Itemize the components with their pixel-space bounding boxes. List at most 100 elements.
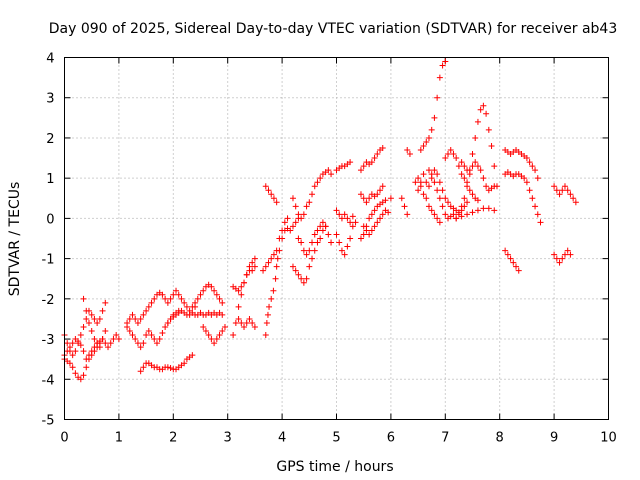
data-point — [167, 295, 174, 302]
data-point — [322, 223, 329, 230]
data-point — [491, 207, 498, 214]
data-point — [480, 102, 487, 109]
data-point — [85, 319, 92, 326]
data-point — [211, 340, 218, 347]
data-point — [208, 336, 215, 343]
data-point — [464, 167, 471, 174]
data-point — [64, 340, 71, 347]
data-point — [453, 215, 460, 222]
data-point — [241, 279, 248, 286]
data-point — [469, 163, 476, 170]
data-point — [385, 209, 392, 216]
data-point — [415, 187, 422, 194]
data-point — [439, 203, 446, 210]
data-point — [295, 271, 302, 278]
data-point — [183, 303, 190, 310]
data-point — [151, 336, 158, 343]
data-point — [107, 340, 114, 347]
data-point — [347, 159, 354, 166]
data-point — [469, 209, 476, 216]
data-point — [219, 328, 226, 335]
data-point — [379, 211, 386, 218]
data-point — [249, 319, 256, 326]
data-point — [264, 311, 271, 318]
data-point — [140, 340, 147, 347]
data-point — [319, 219, 326, 226]
data-point — [281, 219, 288, 226]
series-trace-ac — [415, 167, 462, 216]
data-point — [200, 323, 207, 330]
data-point — [436, 74, 443, 81]
data-point — [266, 303, 273, 310]
data-point — [216, 332, 223, 339]
data-point — [175, 291, 182, 298]
series-trace-aj — [502, 147, 541, 182]
data-point — [461, 163, 468, 170]
data-point — [235, 303, 242, 310]
x-tick-label: 0 — [60, 431, 68, 446]
series-trace-c — [61, 332, 122, 363]
data-point — [216, 295, 223, 302]
data-point — [251, 255, 258, 262]
data-point — [129, 311, 136, 318]
data-point — [137, 368, 144, 375]
data-point — [436, 195, 443, 202]
x-tick-label: 1 — [115, 431, 123, 446]
data-point — [72, 370, 79, 377]
data-point — [300, 211, 307, 218]
data-point — [80, 295, 87, 302]
data-point — [559, 187, 566, 194]
data-point — [189, 352, 196, 359]
x-tick-labels: 0 1 2 3 4 5 6 7 8 9 10 — [60, 431, 616, 446]
data-point — [235, 287, 242, 294]
data-point — [458, 171, 465, 178]
data-point — [69, 364, 76, 371]
data-point — [553, 255, 560, 262]
data-point — [162, 295, 169, 302]
data-point — [374, 219, 381, 226]
data-point — [306, 263, 313, 270]
series-trace-ad — [417, 58, 449, 154]
data-point — [472, 159, 479, 166]
data-point — [450, 211, 457, 218]
data-point — [377, 187, 384, 194]
data-point — [431, 211, 438, 218]
data-point — [377, 215, 384, 222]
data-point — [159, 291, 166, 298]
data-point — [423, 195, 430, 202]
data-point — [238, 283, 245, 290]
data-point — [570, 195, 577, 202]
data-point — [325, 231, 332, 238]
series-trace-u — [333, 207, 356, 226]
plot-frame — [64, 57, 609, 420]
data-point — [262, 332, 269, 339]
data-point — [434, 94, 441, 101]
data-point — [507, 255, 514, 262]
data-point — [572, 199, 579, 206]
data-point — [559, 255, 566, 262]
data-point — [349, 213, 356, 220]
chart-title: Day 090 of 2025, Sidereal Day-to-day VTE… — [49, 21, 618, 37]
data-point — [434, 187, 441, 194]
data-point — [91, 344, 98, 351]
data-point — [311, 231, 318, 238]
data-point — [202, 328, 209, 335]
data-point — [298, 239, 305, 246]
x-tick-label: 9 — [550, 431, 558, 446]
data-point — [208, 283, 215, 290]
data-point — [303, 275, 310, 282]
data-point — [366, 231, 373, 238]
data-point — [164, 299, 171, 306]
data-point — [238, 319, 245, 326]
data-point — [145, 328, 152, 335]
data-point — [192, 303, 199, 310]
data-point — [420, 142, 427, 149]
data-point — [428, 171, 435, 178]
data-point — [338, 215, 345, 222]
data-point — [529, 195, 536, 202]
data-point — [357, 191, 364, 198]
data-point — [287, 227, 294, 234]
series-trace-ao — [412, 175, 443, 226]
series-trace-v — [333, 159, 354, 174]
data-point — [289, 195, 296, 202]
